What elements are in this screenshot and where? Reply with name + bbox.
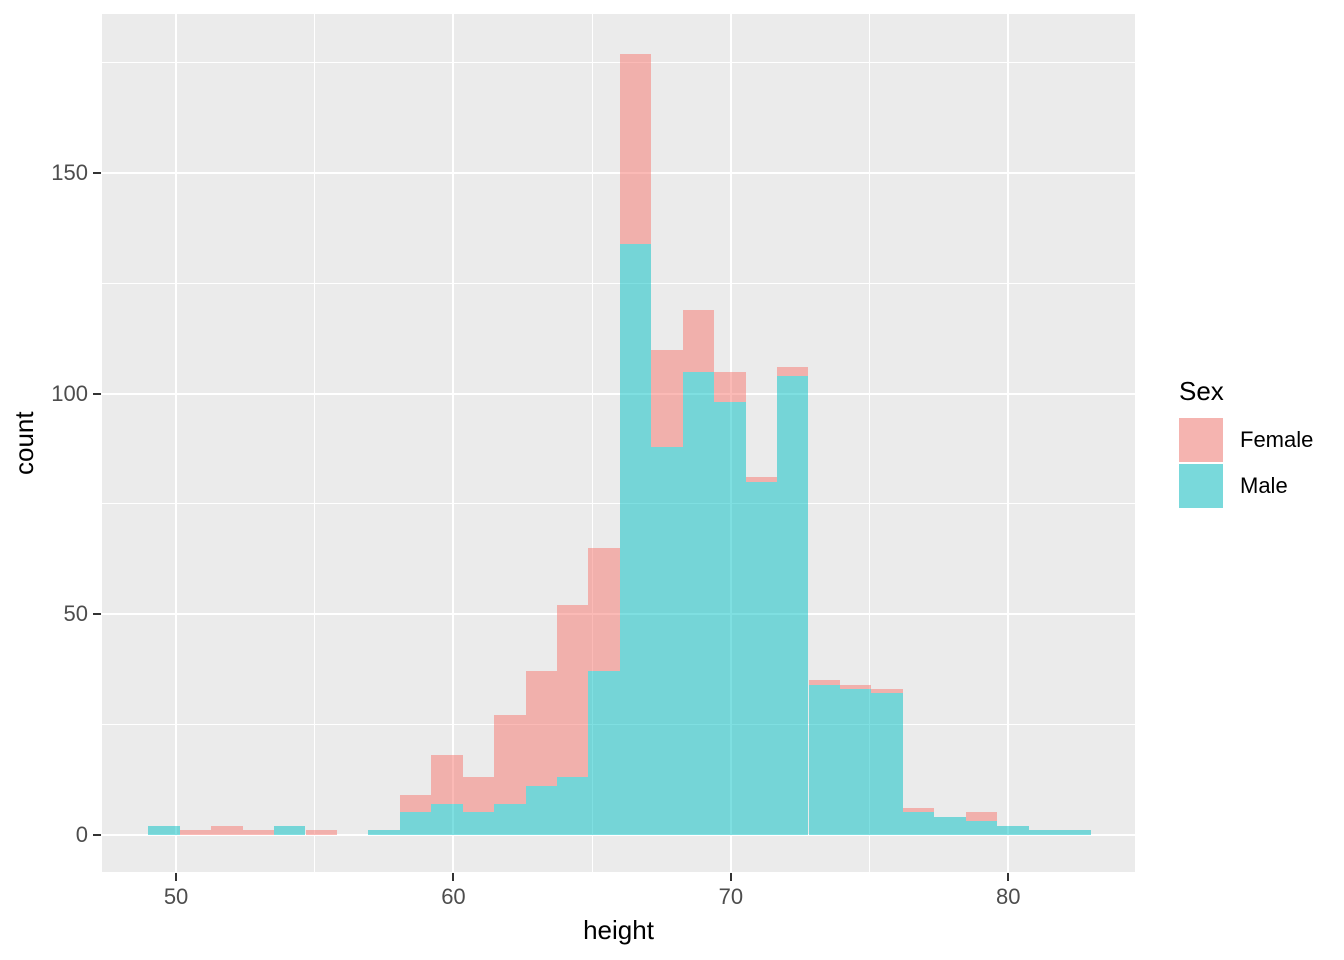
gridline-major-x [175,14,178,872]
bar-male-bin23 [871,693,903,835]
bar-female-bin20 [777,367,809,376]
legend-item-female: Female [1179,418,1313,462]
bar-female-bin3 [242,830,275,835]
plot-panel [102,14,1135,872]
y-tick-mark [93,833,101,836]
bar-male-bin24 [902,812,935,835]
bar-female-bin16 [651,349,683,447]
legend-key-female [1179,418,1223,462]
x-tick-mark [452,873,455,881]
y-tick-label: 0 [75,821,88,847]
bar-female-bin5 [305,830,337,835]
bar-female-bin11 [494,715,526,804]
gridline-minor-y [102,62,1135,64]
bar-male-bin15 [619,243,652,835]
bar-female-bin18 [714,371,746,403]
x-tick-label: 50 [163,884,189,909]
bar-female-bin2 [211,825,243,835]
gridline-minor-x [591,14,593,872]
y-tick-label: 50 [63,601,88,627]
x-tick-label: 80 [995,884,1021,909]
bar-female-bin9 [431,755,463,804]
bar-male-bin22 [839,689,872,835]
bar-female-bin1 [179,830,212,835]
legend-items: Female Male [1179,418,1313,508]
gridline-minor-y [102,503,1135,505]
y-tick-label: 100 [51,380,88,406]
x-tick-mark [1007,873,1010,881]
bar-female-bin23 [871,689,903,694]
y-tick-mark [93,613,101,616]
legend-swatch-male [1179,464,1223,508]
gridline-major-y [102,172,1135,175]
bar-male-bin7 [368,830,400,835]
legend-title: Sex [1179,376,1224,406]
x-tick-label: 70 [718,884,744,909]
bar-male-bin14 [588,671,620,835]
bar-male-bin28 [1028,830,1060,835]
bar-female-bin15 [619,54,652,244]
x-tick-mark [175,873,178,881]
x-tick-label: 60 [441,884,466,909]
bar-male-bin17 [682,371,715,835]
legend-label-female: Female [1240,427,1314,452]
bar-male-bin10 [462,812,495,835]
bar-male-bin13 [557,777,589,835]
gridline-major-x [1007,14,1010,872]
bar-female-bin24 [902,808,935,813]
gridline-minor-x [314,14,316,872]
bar-female-bin22 [839,684,872,690]
y-tick-mark [93,392,101,395]
bar-male-bin11 [494,803,526,835]
y-tick-mark [93,172,101,175]
gridline-major-y [102,833,1135,836]
bar-male-bin4 [274,825,306,835]
bar-male-bin26 [965,821,998,835]
gridline-major-x [452,14,455,872]
y-tick-label: 150 [51,160,88,186]
bar-male-bin16 [651,446,683,835]
bar-female-bin8 [399,794,432,813]
legend-item-male: Male [1179,464,1313,508]
bar-female-bin26 [965,812,998,822]
bar-male-bin8 [399,812,432,835]
bar-female-bin17 [682,309,715,372]
gridline-minor-y [102,282,1135,284]
bar-male-bin19 [745,481,778,835]
gridline-major-y [102,392,1135,395]
y-axis-title: count [9,411,39,475]
bar-male-bin12 [525,786,557,835]
legend-label-male: Male [1240,473,1288,498]
x-axis-title: height [583,915,654,945]
bar-female-bin10 [462,777,495,813]
bar-female-bin14 [588,547,620,672]
bar-male-bin18 [714,402,746,835]
bar-male-bin29 [1060,830,1092,835]
bar-female-bin19 [745,477,778,482]
bar-female-bin21 [808,680,840,685]
bar-female-bin13 [557,605,589,778]
bar-male-bin9 [431,803,463,835]
bar-male-bin20 [777,375,809,835]
bar-male-bin25 [934,816,966,835]
bar-female-bin12 [525,671,557,786]
bar-male-bin21 [808,684,840,835]
legend: Sex Female Male [1179,376,1313,510]
bar-male-bin27 [997,825,1029,835]
bar-male-bin0 [148,825,180,835]
legend-key-male [1179,464,1223,508]
gridline-minor-x [869,14,871,872]
legend-swatch-female [1179,418,1223,462]
x-tick-mark [729,873,732,881]
